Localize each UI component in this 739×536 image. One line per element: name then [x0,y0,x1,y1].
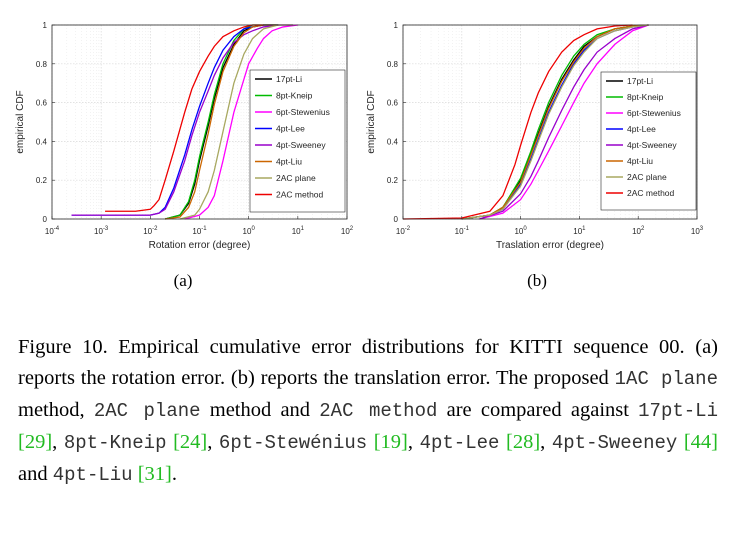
legend-entry-label: 17pt-Li [627,76,653,86]
caption-text: Empirical cumulative error distributions… [18,336,718,389]
legend: 17pt-Li 8pt-Kneip 6pt-Stewenius 4pt-Lee 4pt-… [249,69,346,213]
legend-entry-label: 4pt-Liu [627,156,653,166]
caption-citation-link[interactable]: [31] [137,463,172,485]
legend-entry-label: 6pt-Stewenius [276,107,330,117]
series-line-2ac-plane [179,24,294,220]
legend-entry-label: 4pt-Sweeney [627,140,677,150]
caption-text: , [407,431,420,453]
y-axis-label: empirical CDF [15,90,26,153]
axes-box [402,24,698,220]
x-tick-label: 10-2 [396,226,411,236]
caption-citation-link[interactable]: [19] [373,431,408,453]
series-line-6pt-stewenius [479,24,649,220]
caption-text: , [540,431,552,453]
legend-box [600,71,697,211]
series-line-2ac-plane [461,24,649,220]
legend-entry-label: 4pt-Lee [276,124,305,134]
x-axis-label: Rotation error (degree) [149,240,251,251]
series-line-4pt-liu [461,24,649,220]
caption-figure-label: Figure 10. [18,336,108,358]
x-tick-label: 10-1 [192,226,207,236]
caption-text: method and [200,399,320,421]
x-tick-label: 10-4 [45,226,60,236]
legend-entry-label: 4pt-Liu [276,157,302,167]
x-tick-label: 102 [632,226,645,236]
y-tick-label: 0 [43,215,48,224]
legend-entry-label: 2AC plane [627,172,667,182]
caption-method-name: 1AC plane [614,368,718,390]
caption-method-name: 8pt-Kneip [63,432,167,454]
x-tick-label: 101 [573,226,586,236]
x-tick-label: 10-3 [94,226,109,236]
series-line-4pt-sweeney [479,24,649,220]
y-axis-label: empirical CDF [366,90,377,153]
y-tick-label: 0.4 [36,137,48,146]
y-tick-label: 0.2 [387,176,399,185]
y-tick-label: 0.6 [387,99,399,108]
legend-entry-label: 4pt-Sweeney [276,140,326,150]
legend: 17pt-Li 8pt-Kneip 6pt-Stewenius 4pt-Lee 4pt-… [600,71,697,211]
caption-method-name: 6pt-Stewénius [218,432,368,454]
caption-text: and [18,463,53,485]
caption-citation-link[interactable]: [24] [173,431,208,453]
x-tick-label: 100 [514,226,527,236]
figure-caption: Figure 10. Empirical cumulative error di… [18,332,718,491]
figure-panels: 10-4 10-3 10-2 10-1 100 101 102 0 0.2 0.4 0.6 0.8 1 R… [15,21,704,290]
y-tick-label: 0.6 [36,99,48,108]
legend-box [249,69,346,213]
subfigure-label: (a) [174,271,193,290]
legend-entry-label: 2AC method [627,188,675,198]
caption-method-name: 2AC plane [93,400,201,422]
caption-method-name: 2AC method [319,400,438,422]
caption-citation-link[interactable]: [28] [506,431,541,453]
caption-text: . [171,463,177,485]
caption-citation-link[interactable]: [29] [18,431,53,453]
x-tick-label: 10-1 [455,226,470,236]
chart-panel-b: 10-2 10-1 100 101 102 103 0 0.2 0.4 0.6 0.8 1 Trasla… [366,21,704,290]
caption-text: , [52,431,64,453]
x-axis-label: Traslation error (degree) [496,240,604,251]
x-tick-label: 10-2 [143,226,158,236]
y-tick-label: 1 [43,21,48,30]
legend-entry-label: 8pt-Kneip [276,91,313,101]
legend-entry-label: 8pt-Kneip [627,92,664,102]
series-line-6pt-stewenius [184,24,298,220]
caption-text: are compared against [437,399,639,421]
caption-method-name: 4pt-Sweeney [551,432,678,454]
y-tick-label: 0.8 [36,60,48,69]
series-line-2ac-method [105,24,264,212]
x-tick-label: 102 [341,226,354,236]
y-tick-label: 1 [394,21,399,30]
legend-entry-label: 17pt-Li [276,74,302,84]
x-tick-label: 103 [691,226,704,236]
legend-entry-label: 6pt-Stewenius [627,108,681,118]
series-line-4pt-liu [165,24,279,220]
caption-text: method, [18,399,94,421]
legend-entry-label: 2AC plane [276,173,316,183]
subfigure-label: (b) [527,271,547,290]
chart-panel-a: 10-4 10-3 10-2 10-1 100 101 102 0 0.2 0.4 0.6 0.8 1 R… [15,21,354,290]
caption-text: , [207,431,219,453]
y-tick-label: 0.2 [36,176,48,185]
legend-entry-label: 2AC method [276,190,324,200]
caption-method-name: 17pt-Li [638,400,718,422]
series-line-4pt-sweeney [71,24,294,216]
x-tick-label: 100 [243,226,256,236]
series-line-2ac-method [402,24,633,220]
caption-method-name: 4pt-Liu [52,464,133,486]
caption-citation-link[interactable]: [44] [683,431,719,453]
x-tick-label: 101 [292,226,305,236]
y-tick-label: 0 [394,215,399,224]
y-tick-label: 0.4 [387,137,399,146]
caption-method-name: 4pt-Lee [419,432,500,454]
legend-entry-label: 4pt-Lee [627,124,656,134]
y-tick-label: 0.8 [387,60,399,69]
